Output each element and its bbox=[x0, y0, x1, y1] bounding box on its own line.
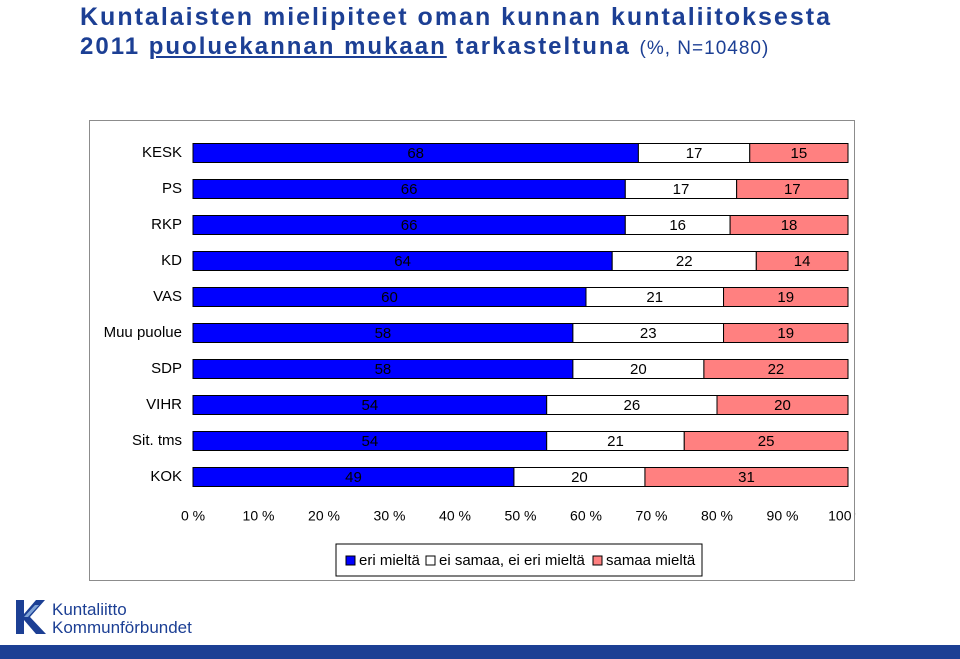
x-tick-label: 100 % bbox=[828, 508, 856, 524]
category-label: Muu puolue bbox=[104, 324, 182, 341]
x-tick-label: 0 % bbox=[181, 508, 205, 524]
data-label: 31 bbox=[738, 469, 755, 486]
data-label: 26 bbox=[624, 397, 641, 414]
legend-label: ei samaa, ei eri mieltä bbox=[439, 552, 586, 569]
x-tick-label: 30 % bbox=[374, 508, 406, 524]
data-label: 60 bbox=[381, 289, 398, 306]
data-label: 17 bbox=[784, 181, 801, 198]
category-label: RKP bbox=[151, 216, 182, 233]
category-label: KOK bbox=[150, 468, 182, 485]
category-label: VIHR bbox=[146, 396, 182, 413]
legend-swatch bbox=[425, 555, 436, 566]
data-label: 17 bbox=[686, 145, 703, 162]
data-label: 22 bbox=[768, 361, 785, 378]
category-label: Sit. tms bbox=[132, 432, 182, 449]
data-label: 21 bbox=[646, 289, 663, 306]
page-title: Kuntalaisten mielipiteet oman kunnan kun… bbox=[80, 2, 832, 64]
category-label: KESK bbox=[142, 144, 182, 161]
category-label: PS bbox=[162, 180, 182, 197]
bar-segment-3 bbox=[644, 467, 849, 487]
data-label: 15 bbox=[791, 145, 808, 162]
category-label: SDP bbox=[151, 360, 182, 377]
legend-label: eri mieltä bbox=[359, 552, 421, 569]
legend-swatch bbox=[592, 555, 603, 566]
category-label: KD bbox=[161, 252, 182, 269]
x-tick-label: 50 % bbox=[505, 508, 537, 524]
bar-segment-3 bbox=[755, 251, 849, 271]
x-tick-label: 60 % bbox=[570, 508, 602, 524]
data-label: 22 bbox=[676, 253, 693, 270]
title-year: 2011 bbox=[80, 33, 149, 60]
x-tick-label: 80 % bbox=[701, 508, 733, 524]
legend-label: samaa mieltä bbox=[606, 552, 696, 569]
data-label: 66 bbox=[401, 181, 418, 198]
logo-text-line-2: Kommunförbundet bbox=[52, 618, 192, 637]
data-label: 20 bbox=[571, 469, 588, 486]
data-label: 20 bbox=[630, 361, 647, 378]
title-underlined-text: puoluekannan mukaan bbox=[148, 33, 447, 60]
legend-box bbox=[335, 543, 703, 577]
logo-text-line-1: Kuntaliitto bbox=[52, 600, 127, 619]
data-label: 20 bbox=[774, 397, 791, 414]
data-label: 49 bbox=[345, 469, 362, 486]
x-tick-label: 10 % bbox=[243, 508, 275, 524]
bar-segment-3 bbox=[683, 431, 849, 451]
data-label: 66 bbox=[401, 217, 418, 234]
stacked-bar-chart: KESK 68 17 15 PS 66 17 17 RKP 66 16 18 KD 64 22 14 VAS 60… bbox=[104, 143, 856, 577]
title-rest: tarkasteltuna bbox=[446, 33, 640, 60]
data-label: 18 bbox=[781, 217, 798, 234]
data-label: 21 bbox=[607, 433, 624, 450]
x-tick-label: 20 % bbox=[308, 508, 340, 524]
title-line-1: Kuntalaisten mielipiteet oman kunnan kun… bbox=[80, 3, 832, 31]
category-label: VAS bbox=[153, 288, 182, 305]
x-tick-label: 40 % bbox=[439, 508, 471, 524]
data-label: 16 bbox=[669, 217, 686, 234]
legend-swatch bbox=[345, 555, 356, 566]
bar-segment-3 bbox=[723, 323, 849, 343]
data-label: 68 bbox=[407, 145, 424, 162]
data-label: 23 bbox=[640, 325, 657, 342]
data-label: 64 bbox=[394, 253, 411, 270]
data-label: 17 bbox=[673, 181, 690, 198]
x-tick-label: 70 % bbox=[636, 508, 668, 524]
bar-segment-3 bbox=[716, 395, 849, 415]
data-label: 25 bbox=[758, 433, 775, 450]
data-label: 54 bbox=[362, 433, 379, 450]
bar-segment-3 bbox=[749, 143, 849, 163]
x-tick-label: 90 % bbox=[767, 508, 799, 524]
bar-segment-3 bbox=[729, 215, 849, 235]
data-label: 54 bbox=[362, 397, 379, 414]
data-label: 19 bbox=[777, 289, 794, 306]
bar-segment-3 bbox=[736, 179, 849, 199]
bar-segment-3 bbox=[703, 359, 849, 379]
logo-wordmark: Kuntaliitto Kommunförbundet bbox=[52, 601, 192, 637]
title-line-2: 2011 puoluekannan mukaan tarkasteltuna (… bbox=[80, 32, 832, 64]
data-label: 58 bbox=[375, 361, 392, 378]
data-label: 58 bbox=[375, 325, 392, 342]
footer-band bbox=[0, 645, 960, 659]
title-note: (%, N=10480) bbox=[639, 38, 770, 59]
data-label: 19 bbox=[777, 325, 794, 342]
data-label: 14 bbox=[794, 253, 811, 270]
kuntaliitto-logo-icon bbox=[16, 600, 46, 634]
chart-area: KESK 68 17 15 PS 66 17 17 RKP 66 16 18 KD 64 22 14 VAS 60… bbox=[89, 120, 856, 581]
bar-segment-3 bbox=[723, 287, 849, 307]
